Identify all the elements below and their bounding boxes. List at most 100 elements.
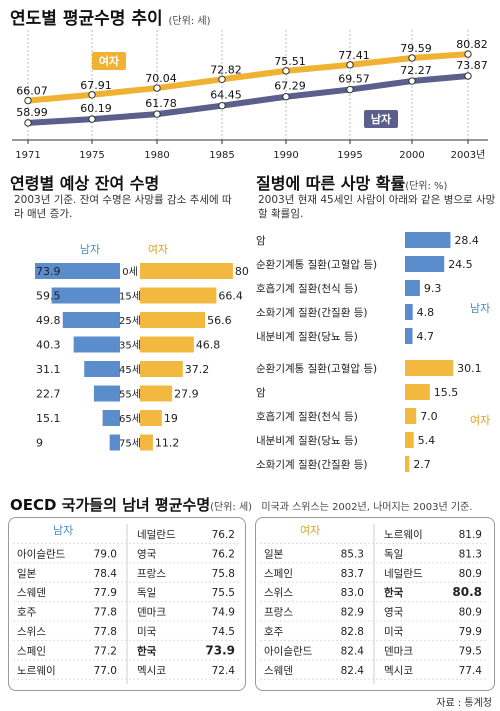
data-label: 69.57: [338, 73, 370, 86]
country-name: 덴마크: [137, 607, 166, 619]
female-disease-bar: [405, 384, 430, 400]
source-note: 자료 : 통계청: [436, 698, 492, 709]
male-point: [346, 85, 354, 94]
line-chart: 1971 1975 1980 1985 1990 1995 2000 2003년 66.07 67…: [12, 30, 488, 161]
male-disease-bar: [405, 280, 420, 296]
age-category-label: 0세: [122, 266, 138, 278]
x-tick-label: 1975: [79, 150, 104, 161]
country-value: 77.8: [94, 626, 117, 638]
country-name: 아이슬란드: [17, 548, 66, 560]
country-value: 80.9: [459, 607, 482, 619]
data-label: 77.41: [338, 49, 370, 62]
country-value: 75.8: [212, 568, 235, 580]
data-label: 64.45: [210, 89, 242, 102]
country-value: 76.2: [212, 548, 235, 560]
male-bar: [102, 410, 120, 426]
country-value: 83.7: [341, 568, 364, 580]
country-value: 77.8: [94, 607, 117, 619]
data-label: 79.59: [400, 42, 432, 55]
country-name: 스웨덴: [264, 665, 293, 677]
male-value: 40.3: [36, 339, 61, 352]
country-value: 77.9: [94, 587, 117, 599]
male-disease-bar: [405, 256, 445, 272]
male-bar: [73, 336, 120, 353]
country-value: 74.5: [212, 626, 235, 638]
female-disease-value: 5.4: [418, 434, 436, 447]
data-label: 60.19: [80, 102, 112, 115]
country-value: 76.2: [212, 529, 235, 541]
female-disease-value: 2.7: [413, 458, 431, 471]
age-category-label: 75세: [119, 438, 141, 450]
country-value: 79.0: [94, 548, 117, 560]
female-disease-bar: [405, 360, 454, 376]
country-value: 81.3: [459, 548, 482, 560]
female-label: 여자: [92, 52, 126, 70]
disease-label: 호흡기계 질환(천식 등): [256, 410, 358, 423]
female-disease-bar: [405, 408, 417, 424]
female-bar: [140, 312, 206, 328]
country-name: 스웨덴: [17, 587, 46, 599]
male-disease-bar: [405, 328, 413, 344]
country-name: 스위스: [17, 625, 46, 638]
female-point: [408, 54, 416, 62]
male-value: 59.5: [36, 290, 61, 303]
female-value: 56.6: [207, 314, 232, 327]
country-name: 미국: [137, 626, 157, 638]
country-name: 독일: [384, 547, 403, 560]
svg-text:여자: 여자: [99, 54, 120, 68]
data-label: 72.27: [400, 64, 432, 77]
male-header: 남자: [80, 243, 100, 256]
male-point: [218, 101, 226, 110]
country-name: 네덜란드: [137, 529, 176, 541]
male-point: [24, 119, 32, 127]
data-label: 80.82: [456, 38, 488, 51]
x-tick-label: 1985: [209, 150, 234, 161]
table-header: 여자: [300, 524, 320, 537]
male-disease-value: 4.8: [417, 306, 435, 319]
male-label: 남자: [364, 110, 398, 128]
female-point: [218, 75, 226, 84]
country-name: 미국: [384, 626, 404, 638]
country-value: 79.5: [459, 645, 482, 657]
country-name: 스페인: [264, 568, 293, 580]
male-point: [464, 72, 472, 80]
country-name: 아이슬란드: [264, 645, 313, 657]
country-value: 74.9: [212, 607, 235, 619]
disease-label: 암: [256, 387, 266, 399]
female-value: 80.8: [235, 265, 250, 278]
female-bar: [140, 336, 194, 353]
disease-label: 순환기계통 질환(고혈압 등): [256, 362, 377, 375]
country-value: 83.0: [341, 587, 364, 599]
country-value: 82.9: [341, 607, 364, 619]
age-chart-title: 연령별 예상 잔여 수명: [10, 174, 160, 193]
male-disease-value: 28.4: [454, 234, 479, 247]
x-tick-label: 2000: [399, 150, 424, 161]
female-header: 여자: [148, 243, 168, 256]
country-name: 일본: [17, 567, 37, 580]
country-value: 77.4: [459, 665, 483, 677]
data-label: 66.07: [16, 85, 48, 98]
age-category-label: 35세: [119, 340, 141, 352]
female-bar: [140, 263, 233, 279]
country-name: 노르웨이: [17, 665, 56, 677]
age-chart-note: 2003년 기준. 잔여 수명은 사망률 감소 추세에 따라 매년 증가.: [14, 194, 232, 220]
male-bar: [35, 263, 120, 279]
female-bar: [140, 361, 183, 377]
female-disease-value: 7.0: [420, 410, 438, 423]
data-label: 67.29: [274, 80, 306, 93]
country-value: 78.4: [94, 568, 118, 580]
male-disease-value: 24.5: [448, 258, 473, 271]
country-name: 노르웨이: [384, 529, 423, 541]
disease-chart-note: 2003년 현재 45세인 사람이 아래와 같은 병으로 사망할 확률임.: [258, 194, 496, 220]
disease-chart-title: 질병에 따른 사망 확률(단위: %): [256, 174, 448, 193]
data-label: 58.99: [16, 106, 48, 119]
country-value: 85.3: [341, 548, 364, 560]
x-tick-label: 1971: [15, 150, 40, 161]
line-chart-title: 연도별 평균수명 추이 (단위: 세): [10, 9, 211, 29]
male-series-line: [27, 73, 469, 126]
table-header: 남자: [53, 524, 73, 537]
country-name: 프랑스: [137, 568, 166, 580]
female-value: 19: [164, 412, 178, 425]
female-point: [153, 84, 161, 92]
disease-label: 소화기계 질환(간질환 등): [256, 307, 367, 319]
